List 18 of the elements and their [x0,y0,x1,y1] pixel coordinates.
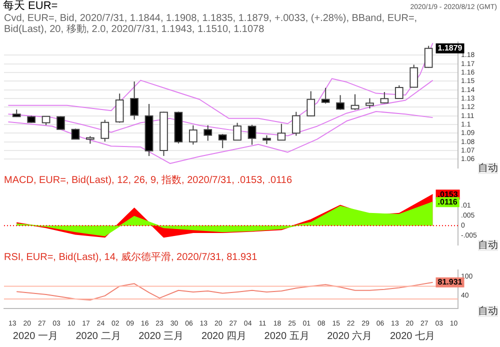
annotation: .0116 [438,197,458,206]
annotation: 1.1879 [438,44,463,53]
text: 2020 五月 [264,331,310,343]
text: 自动 [478,306,498,317]
text: RSI, EUR=, Bid(Last), 14, 威尔德平滑, 2020/7/31, 81.931 [3,252,258,263]
text: 2020 六月 [327,331,372,343]
text: 2020 二月 [76,331,121,343]
text: 2020 七月 [390,331,435,343]
chart-title: 每天 EUR= [2,0,58,13]
text: 2020 一月 [12,331,58,343]
text: 自动 [478,163,498,174]
annotation: 81.931 [438,278,463,287]
text: MACD, EUR=, Bid(Last), 12, 26, 9, 指数, 2020/7/31, .0153, .0116 [3,175,294,186]
annotation: .0153 [438,190,458,199]
text: 2020 四月 [201,331,246,343]
text: 2020 三月 [138,331,184,343]
text: 自动 [478,240,498,251]
text: Cvd, EUR=, Bid, 2020/7/31, 1.1844, 1.1908, 1.1835, 1.1879, +.0033, (+.28%), BBand, EUR=, Bid(Last), 20, 移動, 2.0, 2020/7/31, 1.1943, 1.1510, 1.1078 [3,13,418,35]
